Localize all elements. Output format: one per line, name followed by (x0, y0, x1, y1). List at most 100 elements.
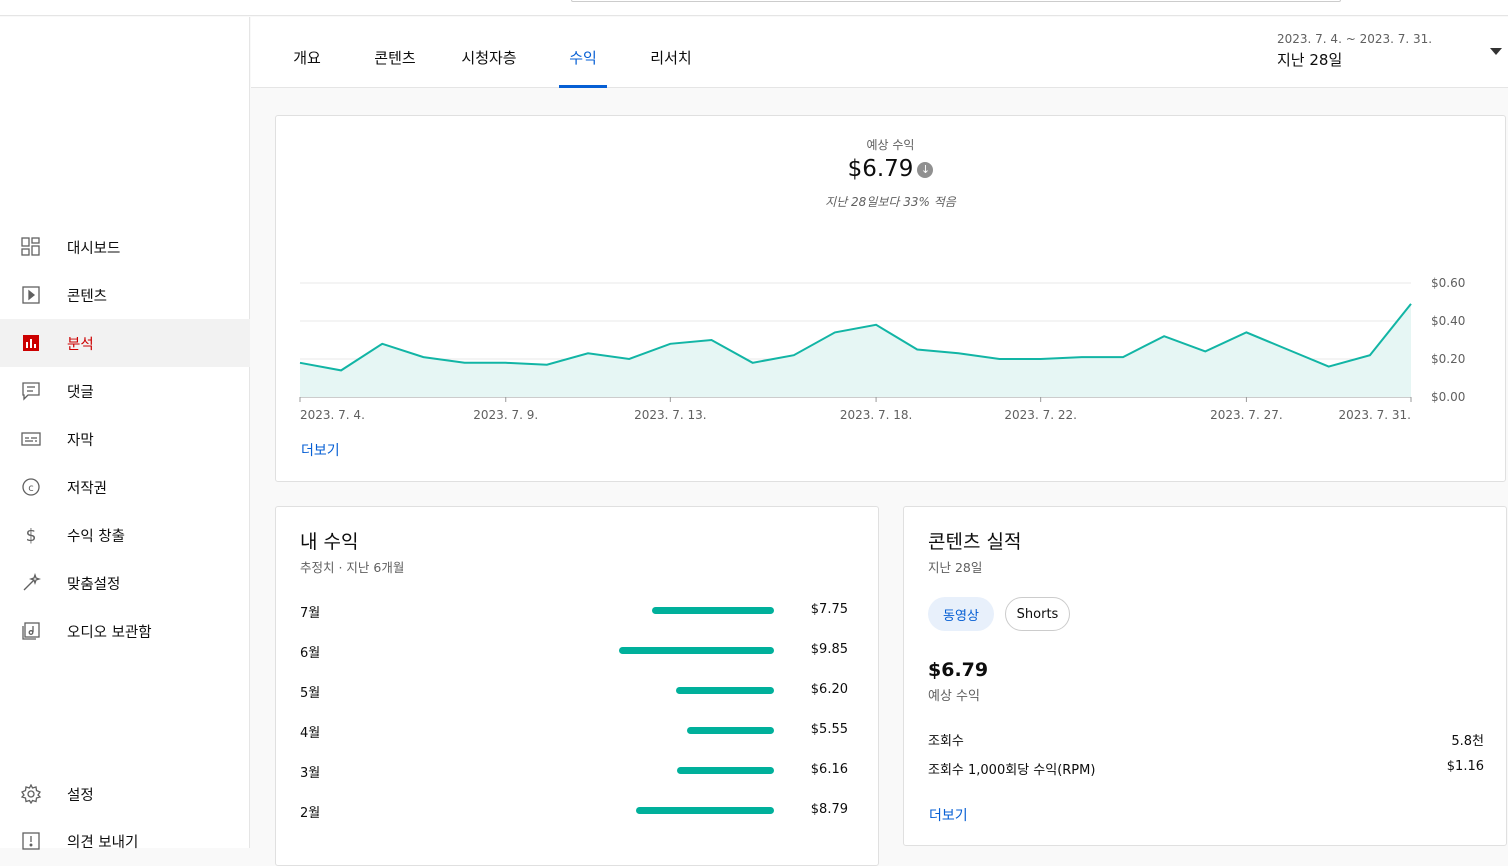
dropdown-caret-icon (1490, 48, 1502, 55)
sidebar-item-settings[interactable]: 설정 (0, 770, 250, 818)
month-revenue-row: 5월 $6.20 (300, 681, 860, 701)
svg-text:c: c (28, 483, 34, 494)
revenue-line-chart: $0.60 $0.40 $0.20 $0.00 2023. 7. 4. 2023. 7.… (299, 276, 1465, 422)
metric-key: 조회수 1,000회당 수익(RPM) (928, 763, 1096, 778)
x-tick-label: 2023. 7. 9. (473, 408, 538, 422)
sidebar-item-label: 대시보드 (67, 240, 121, 257)
month-revenue-row: 7월 $7.75 (300, 601, 860, 621)
svg-text:$: $ (26, 526, 37, 545)
analytics-icon (20, 332, 42, 354)
sidebar-item-label: 맞춤설정 (67, 576, 121, 593)
date-range-dates: 2023. 7. 4. ~ 2023. 7. 31. (1277, 32, 1433, 46)
audio-library-icon (20, 620, 42, 642)
content-performance-title: 콘텐츠 실적 (928, 531, 1022, 553)
month-label: 6월 (300, 646, 321, 661)
x-tick-label: 2023. 7. 22. (1004, 408, 1077, 422)
content-revenue-value: $6.79 (928, 659, 989, 681)
top-bar (0, 0, 1508, 16)
sidebar-item-customization[interactable]: 맞춤설정 (0, 559, 250, 607)
sidebar-item-copyright[interactable]: c 저작권 (0, 463, 250, 511)
copyright-icon: c (20, 476, 42, 498)
month-revenue-bar (619, 647, 774, 654)
sidebar-item-comments[interactable]: 댓글 (0, 367, 250, 415)
my-revenue-card: 내 수익 추정치 · 지난 6개월 7월 $7.75 6월 $9.85 5월 $6.20 4… (275, 506, 879, 866)
revenue-label: 예상 수익 (866, 138, 915, 152)
dashboard-icon (20, 236, 42, 258)
x-tick-label: 2023. 7. 4. (300, 408, 365, 422)
x-tick-label: 2023. 7. 18. (840, 408, 913, 422)
feedback-icon (20, 830, 42, 852)
content-revenue-label: 예상 수익 (928, 689, 980, 704)
tab-research[interactable]: 리서치 (650, 49, 692, 67)
date-range-period: 지난 28일 (1277, 51, 1343, 69)
month-label: 4월 (300, 726, 321, 741)
sidebar-item-subtitles[interactable]: 자막 (0, 415, 250, 463)
sidebar-item-feedback[interactable]: 의견 보내기 (0, 817, 250, 865)
month-amount: $9.85 (810, 642, 848, 657)
sidebar-item-label: 자막 (67, 432, 94, 449)
month-revenue-row: 3월 $6.16 (300, 761, 860, 781)
month-revenue-bar (652, 607, 774, 614)
comments-icon (20, 380, 42, 402)
settings-icon (20, 783, 42, 805)
month-revenue-bar (636, 807, 774, 814)
sidebar-item-label: 오디오 보관함 (67, 624, 152, 641)
month-revenue-row: 6월 $9.85 (300, 641, 860, 661)
tab-bar: 개요 콘텐츠 시청자층 수익 리서치 2023. 7. 4. ~ 2023. 7… (251, 17, 1508, 88)
metric-value: $1.16 (1446, 759, 1484, 774)
content-performance-subtitle: 지난 28일 (928, 560, 983, 575)
month-revenue-bar (677, 767, 774, 774)
y-tick-label: $0.40 (1431, 314, 1465, 328)
chip-videos[interactable]: 동영상 (928, 597, 994, 631)
month-revenue-row: 4월 $5.55 (300, 721, 860, 741)
search-box[interactable] (571, 0, 1341, 2)
sidebar-item-label: 콘텐츠 (67, 288, 108, 305)
content-icon (20, 284, 42, 306)
sidebar-item-label: 설정 (67, 787, 94, 804)
arrow-down-icon: ↓ (917, 162, 934, 178)
tab-content[interactable]: 콘텐츠 (374, 49, 416, 67)
active-tab-indicator (559, 85, 607, 88)
chip-shorts[interactable]: Shorts (1005, 597, 1070, 631)
content-performance-more-link[interactable]: 더보기 (929, 808, 968, 824)
date-range-picker[interactable]: 2023. 7. 4. ~ 2023. 7. 31. 지난 28일 (1277, 32, 1507, 72)
metric-key: 조회수 (928, 734, 964, 749)
my-revenue-subtitle: 추정치 · 지난 6개월 (300, 560, 405, 575)
main-content: 개요 콘텐츠 시청자층 수익 리서치 2023. 7. 4. ~ 2023. 7… (251, 17, 1508, 866)
x-tick-label: 2023. 7. 13. (634, 408, 707, 422)
y-tick-label: $0.20 (1431, 352, 1465, 366)
sidebar-item-audio-library[interactable]: 오디오 보관함 (0, 607, 250, 655)
y-tick-label: $0.60 (1431, 276, 1465, 290)
y-tick-label: $0.00 (1431, 390, 1465, 404)
month-amount: $8.79 (810, 802, 848, 817)
revenue-more-link[interactable]: 더보기 (301, 443, 340, 459)
sidebar-item-content[interactable]: 콘텐츠 (0, 271, 250, 319)
subtitles-icon (20, 428, 42, 450)
chart-series-line (299, 303, 1412, 372)
tab-audience[interactable]: 시청자층 (461, 49, 517, 67)
month-amount: $5.55 (810, 722, 848, 737)
sidebar-item-label: 저작권 (67, 480, 108, 497)
tab-overview[interactable]: 개요 (293, 49, 321, 67)
x-tick-label: 2023. 7. 27. (1210, 408, 1283, 422)
month-amount: $6.20 (810, 682, 848, 697)
chart-area-fill (300, 303, 1411, 397)
customization-icon (20, 572, 42, 594)
tab-revenue[interactable]: 수익 (559, 47, 607, 88)
content-performance-card: 콘텐츠 실적 지난 28일 동영상 Shorts $6.79 예상 수익 조회수… (903, 506, 1507, 846)
month-label: 7월 (300, 606, 321, 621)
metric-row: 조회수 1,000회당 수익(RPM) $1.16 (928, 759, 1484, 779)
sidebar-item-label: 수익 창출 (67, 528, 125, 545)
revenue-chart-card: 예상 수익 $6.79 ↓ 지난 28일보다 33% 적음 $0.60 $0.40 $… (275, 115, 1506, 482)
metric-value: 5.8천 (1451, 734, 1484, 749)
monetization-icon: $ (20, 524, 42, 546)
month-label: 3월 (300, 766, 321, 781)
sidebar-item-analytics[interactable]: 분석 (0, 319, 250, 367)
sidebar-item-monetization[interactable]: $ 수익 창출 (0, 511, 250, 559)
revenue-comparison: 지난 28일보다 33% 적음 (825, 195, 956, 209)
sidebar-item-dashboard[interactable]: 대시보드 (0, 223, 250, 271)
month-amount: $7.75 (810, 602, 848, 617)
revenue-value: $6.79 (847, 156, 914, 182)
x-tick-label: 2023. 7. 31. (1338, 408, 1411, 422)
sidebar-item-label: 의견 보내기 (67, 834, 139, 851)
